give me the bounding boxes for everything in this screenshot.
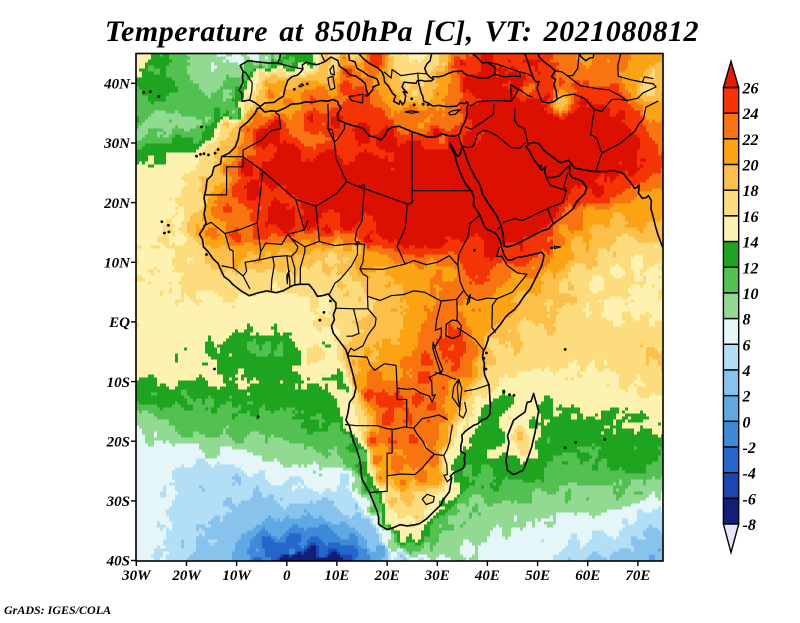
svg-text:30S: 30S (106, 494, 130, 510)
svg-text:0: 0 (743, 414, 751, 431)
svg-text:2: 2 (742, 389, 751, 406)
svg-text:-4: -4 (743, 466, 756, 483)
svg-text:30W: 30W (121, 568, 152, 584)
svg-text:70E: 70E (625, 568, 650, 584)
svg-text:10S: 10S (107, 375, 130, 391)
svg-text:10E: 10E (324, 568, 349, 584)
svg-text:16: 16 (743, 209, 759, 226)
svg-text:20S: 20S (106, 434, 130, 450)
svg-text:40N: 40N (103, 77, 131, 93)
svg-text:20N: 20N (103, 196, 131, 212)
svg-text:18: 18 (743, 183, 759, 200)
svg-text:20: 20 (742, 158, 759, 175)
svg-text:30N: 30N (103, 136, 131, 152)
svg-text:14: 14 (743, 235, 759, 252)
svg-text:10: 10 (743, 286, 759, 303)
svg-text:4: 4 (742, 363, 751, 380)
svg-text:-6: -6 (743, 491, 756, 508)
svg-text:20E: 20E (374, 568, 400, 584)
svg-text:10N: 10N (104, 256, 131, 272)
svg-text:50E: 50E (525, 568, 550, 584)
svg-text:10W: 10W (222, 568, 252, 584)
svg-text:40S: 40S (106, 554, 130, 570)
svg-text:0: 0 (283, 568, 291, 584)
svg-text:12: 12 (743, 260, 759, 277)
svg-text:20W: 20W (171, 568, 202, 584)
svg-text:24: 24 (742, 106, 759, 123)
svg-text:30E: 30E (424, 568, 450, 584)
svg-text:Temperature at 850hPa [C], VT:: Temperature at 850hPa [C], VT: 202108081… (105, 15, 699, 48)
svg-text:-8: -8 (743, 517, 756, 534)
svg-text:8: 8 (743, 312, 751, 329)
svg-text:22: 22 (742, 132, 759, 149)
svg-text:-2: -2 (743, 440, 756, 457)
svg-text:40E: 40E (474, 568, 500, 584)
svg-text:60E: 60E (575, 568, 600, 584)
svg-text:EQ: EQ (108, 315, 130, 331)
svg-text:GrADS: IGES/COLA: GrADS: IGES/COLA (4, 603, 111, 617)
svg-text:26: 26 (742, 81, 759, 98)
svg-text:6: 6 (743, 337, 751, 354)
